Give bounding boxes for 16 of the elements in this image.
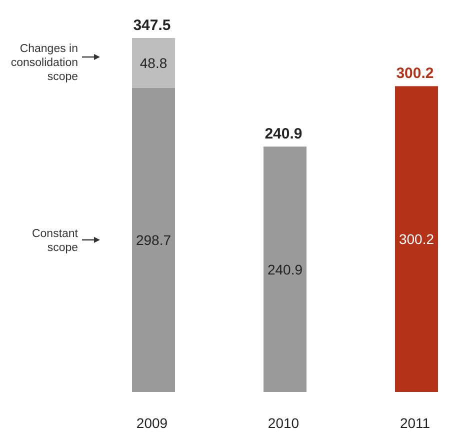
- total-label: 240.9: [264, 126, 302, 143]
- bar: [132, 88, 175, 392]
- text: Changes in consolidation scope: [10, 43, 78, 83]
- data-label: 48.8: [140, 54, 168, 71]
- data-label: 240.9: [267, 261, 303, 278]
- total-label: 300.2: [396, 65, 434, 82]
- text: Constant scope: [32, 228, 79, 254]
- x-tick-label: 2011: [400, 415, 430, 431]
- data-label: 300.2: [398, 231, 434, 248]
- x-tick-label: 2009: [136, 415, 168, 431]
- bar: [132, 38, 175, 88]
- total-label: 347.5: [133, 17, 171, 34]
- bar: [395, 86, 438, 392]
- data-label: 298.7: [136, 232, 172, 248]
- bar: [264, 146, 306, 392]
- x-tick-label: 2010: [268, 415, 300, 431]
